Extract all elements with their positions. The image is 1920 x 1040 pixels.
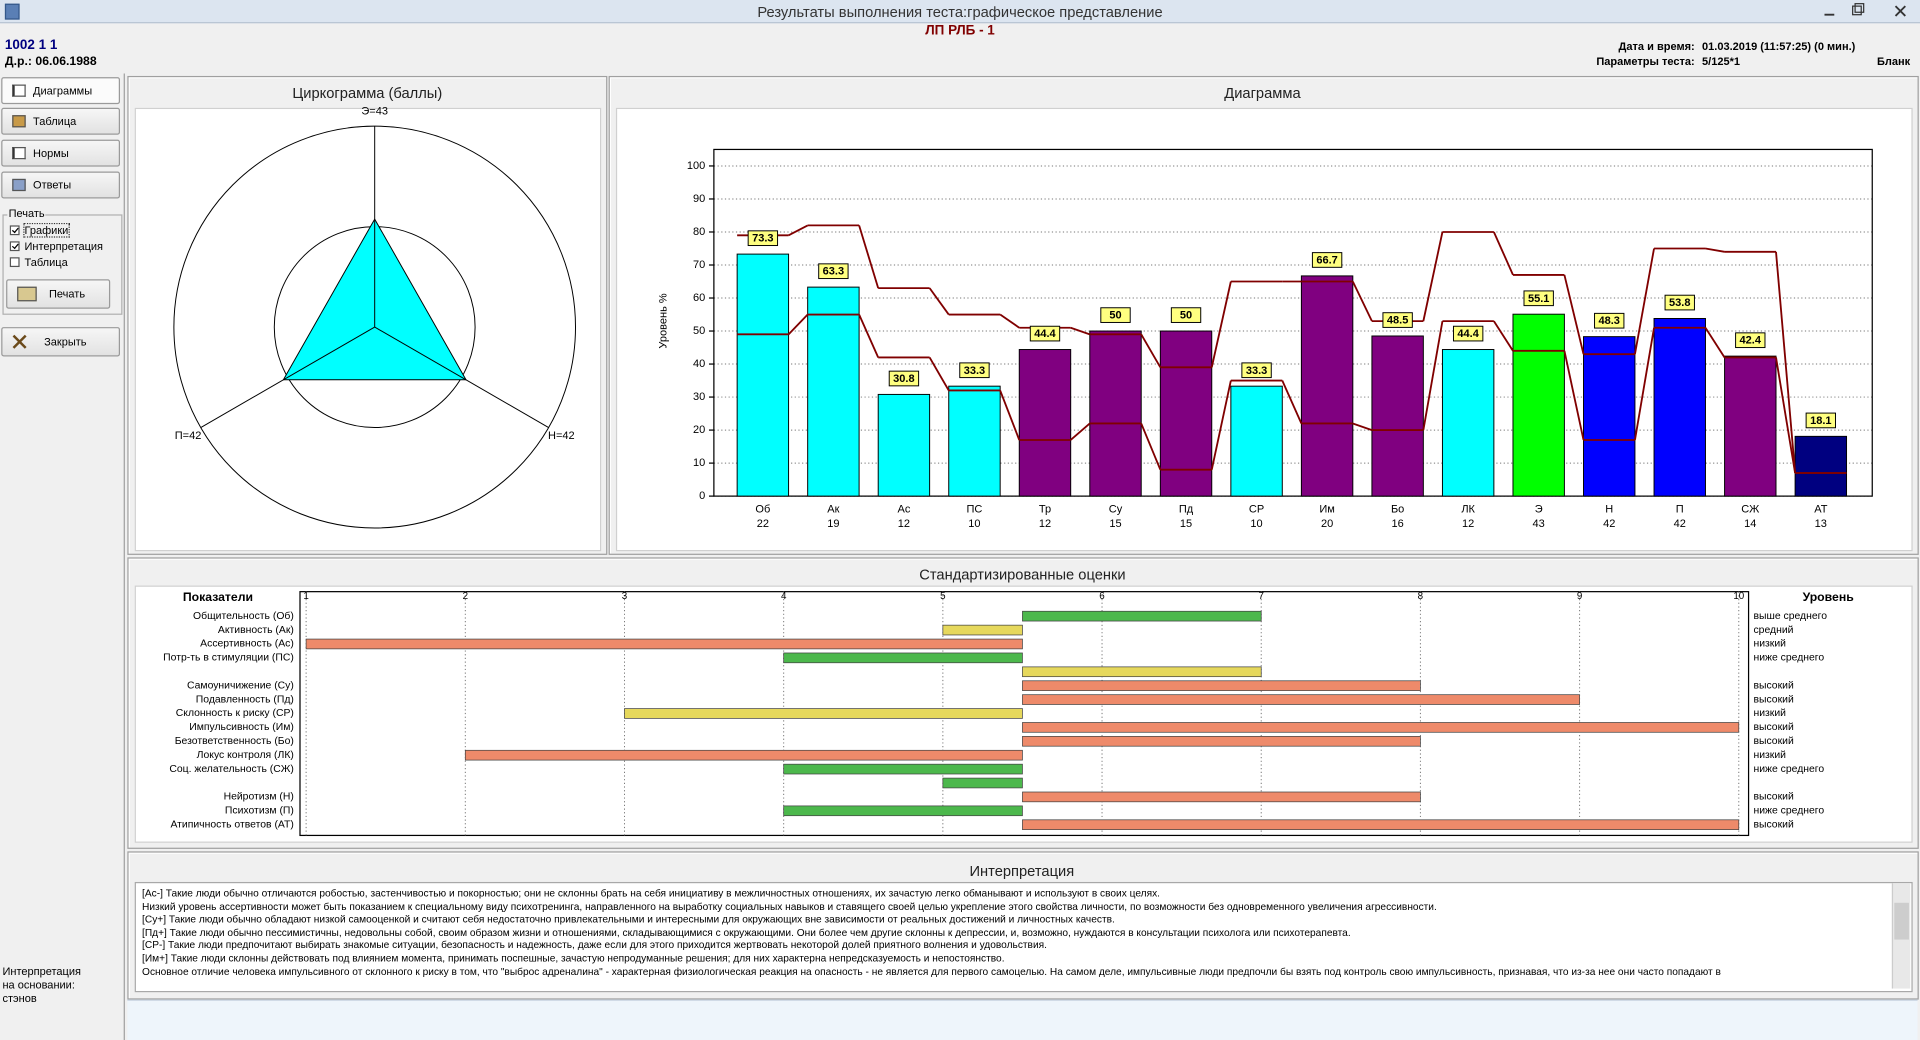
title-bar: Результаты выполнения теста:графическое … <box>0 0 1920 24</box>
checkbox-label: Графики <box>23 222 70 238</box>
basis-note: на основании: <box>2 978 75 992</box>
interpretation-box <box>134 881 1913 993</box>
checkbox-label: Таблица <box>24 256 68 269</box>
close-button[interactable]: Закрыть <box>1 327 121 357</box>
print-button[interactable]: Печать <box>6 279 111 309</box>
app-icon <box>4 3 20 20</box>
button-label: Нормы <box>33 146 69 160</box>
button-label: Ответы <box>33 178 72 192</box>
button-icon <box>12 115 26 128</box>
print-group-label: Печать <box>7 207 46 220</box>
checkbox[interactable] <box>9 241 20 252</box>
scrollbar[interactable] <box>1891 883 1911 989</box>
date-label: Дата и время: <box>1618 40 1695 53</box>
date-value: 01.03.2019 (11:57:25) (0 мин.) <box>1702 40 1856 53</box>
checkbox[interactable] <box>9 225 20 236</box>
interpretation-line: Низкий уровень ассертивности может быть … <box>142 899 1437 913</box>
interpretation-line: [Су+] Такие люди обычно обладают низкой … <box>142 912 1115 926</box>
button-icon <box>17 286 37 302</box>
button-icon <box>12 84 26 97</box>
diagrams-button[interactable]: Диаграммы <box>1 77 121 105</box>
table-button[interactable]: Таблица <box>1 107 121 135</box>
print-group <box>2 214 123 315</box>
checkbox-row[interactable]: Таблица <box>9 256 68 269</box>
test-name: ЛП РЛБ - 1 <box>925 23 995 38</box>
subject-id: 1002 1 1 <box>4 37 58 53</box>
window-controls[interactable] <box>1820 2 1918 19</box>
birth-date: Д.р.: 06.06.1988 <box>4 55 97 69</box>
answers-button[interactable]: Ответы <box>1 171 121 199</box>
interpretation-line: [Им+] Такие люди склонны действовать под… <box>142 951 1005 965</box>
interpretation-line: [Ас-] Такие люди обычно отличаются робос… <box>142 886 1160 900</box>
bar-area <box>615 107 1913 552</box>
checkbox-label: Интерпретация <box>24 240 104 253</box>
interpretation-line: [СР-] Такие люди предпочитают выбирать з… <box>142 938 1047 952</box>
norms-button[interactable]: Нормы <box>1 139 121 167</box>
button-icon <box>12 178 26 192</box>
sidebar-divider <box>123 73 125 1040</box>
status-strip <box>127 999 1918 1040</box>
params-value: 5/125*1 <box>1702 55 1741 68</box>
button-label: Диаграммы <box>33 84 93 97</box>
button-label: Таблица <box>33 115 77 128</box>
interpretation-title: Интерпретация <box>969 862 1075 880</box>
button-icon <box>12 334 27 349</box>
radar-area <box>134 107 602 552</box>
interpretation-line: [Пд+] Такие люди обычно пессимистичны, н… <box>142 925 1351 939</box>
button-label: Печать <box>48 287 86 301</box>
checkbox-row[interactable]: Интерпретация <box>9 240 104 253</box>
params-label: Параметры теста: <box>1596 55 1695 68</box>
window-title: Результаты выполнения теста:графическое … <box>757 3 1163 21</box>
interpretation-line: Основное отличие человека импульсивного … <box>142 964 1721 978</box>
button-icon <box>12 146 26 160</box>
std-area <box>134 585 1913 843</box>
basis-note: Интерпретация <box>2 965 81 978</box>
form-label: Бланк <box>1876 55 1911 68</box>
scroll-thumb[interactable] <box>1894 902 1909 940</box>
checkbox[interactable] <box>9 257 20 268</box>
checkbox-row[interactable]: Графики <box>9 222 70 238</box>
basis-note: стэнов <box>2 992 37 1005</box>
button-label: Закрыть <box>44 335 87 348</box>
